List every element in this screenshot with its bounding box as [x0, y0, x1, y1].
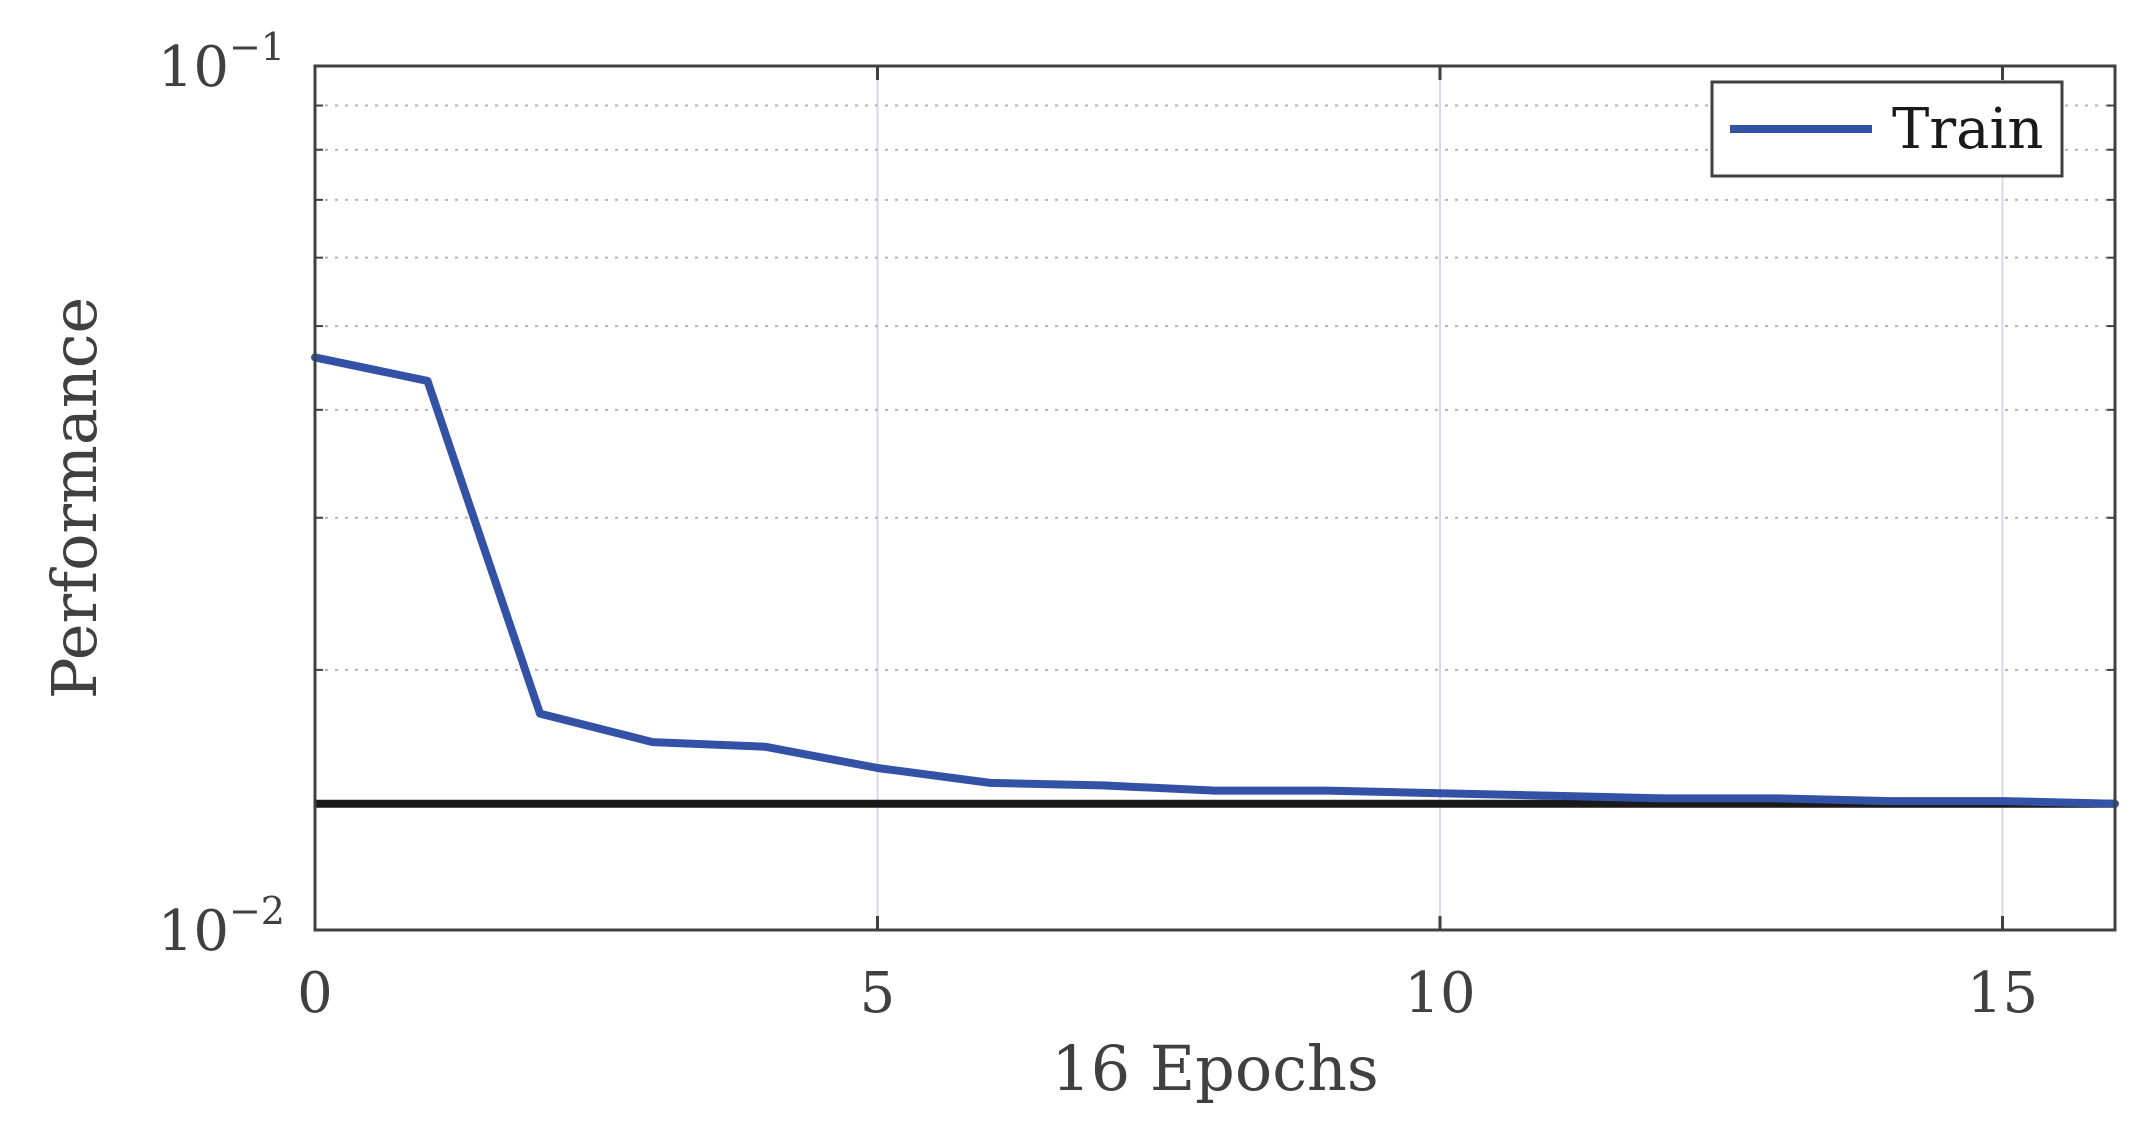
series-line-train [311, 353, 2119, 808]
legend-label-train: Train [1892, 97, 2043, 162]
plot-data [311, 353, 2119, 808]
x-tick-label: 15 [1967, 961, 2038, 1026]
y-tick-label: 10−2 [158, 889, 285, 964]
plot-frame [313, 64, 2117, 932]
x-axis-title: 16 Epochs [1051, 1032, 1378, 1105]
y-tick-label: 10−1 [158, 25, 285, 100]
x-tick-label: 0 [297, 961, 333, 1026]
legend: Train [1710, 80, 2064, 178]
x-tick-label: 10 [1404, 961, 1475, 1026]
x-tick-label: 5 [860, 961, 896, 1026]
y-axis-title: Performance [38, 297, 111, 699]
ticks: 0 5 10 15 10−2 10−1 [158, 25, 2115, 1026]
